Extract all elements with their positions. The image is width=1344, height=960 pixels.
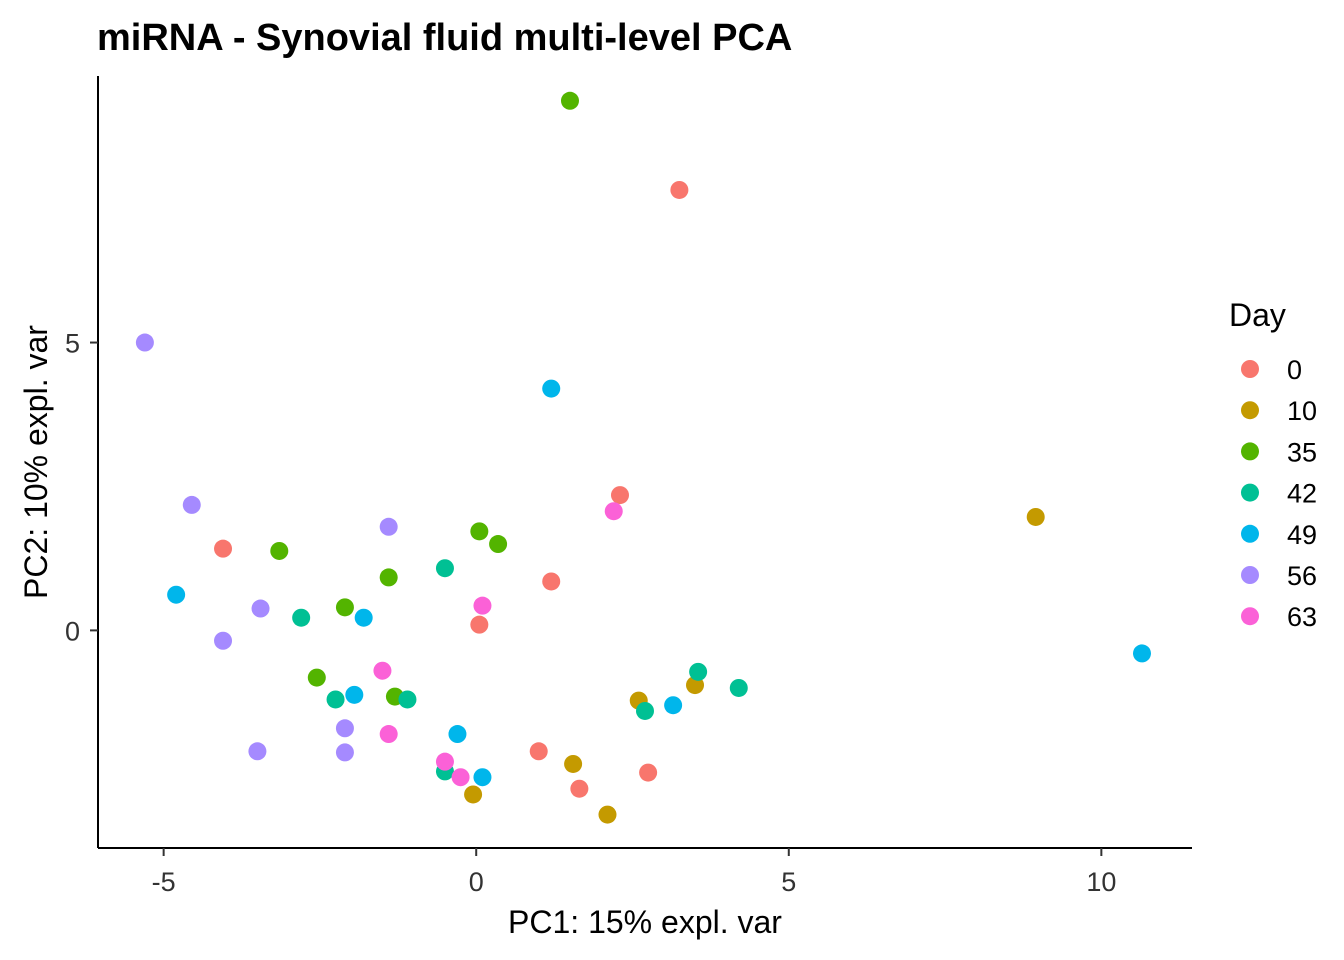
data-point-day-42 [326, 690, 345, 709]
data-point-day-56 [248, 742, 267, 761]
data-point-day-0 [639, 763, 658, 782]
data-point-day-10 [1026, 507, 1045, 526]
data-point-day-10 [464, 785, 483, 804]
legend-key-day-49 [1241, 524, 1259, 543]
data-point-day-56 [251, 599, 270, 618]
data-point-day-56 [182, 495, 201, 514]
data-point-day-42 [689, 662, 708, 681]
data-point-day-42 [729, 678, 748, 697]
data-point-day-0 [670, 180, 689, 199]
data-point-day-35 [489, 535, 508, 554]
data-point-day-0 [570, 779, 589, 798]
data-point-day-63 [604, 502, 623, 521]
data-point-day-0 [470, 615, 489, 634]
data-point-day-35 [560, 91, 579, 110]
data-point-day-35 [379, 568, 398, 587]
data-point-day-49 [345, 685, 364, 704]
y-tick-label: 0 [65, 616, 80, 646]
data-point-day-42 [636, 701, 654, 720]
data-point-day-35 [307, 668, 326, 687]
legend-key-day-35 [1241, 442, 1259, 461]
legend-label-day-10: 10 [1287, 396, 1317, 426]
x-tick-label: -5 [152, 867, 176, 897]
legend-key-day-0 [1241, 360, 1259, 378]
data-point-day-42 [398, 690, 417, 709]
points-layer [135, 91, 1151, 824]
data-point-day-49 [542, 379, 561, 398]
x-tick-label: 0 [469, 867, 484, 897]
legend-label-day-63: 63 [1287, 602, 1317, 632]
data-point-day-56 [335, 719, 354, 738]
x-tick-label: 5 [781, 867, 796, 897]
data-point-day-49 [448, 725, 467, 744]
data-point-day-0 [214, 539, 233, 558]
y-tick-label: 5 [65, 329, 80, 359]
data-point-day-56 [379, 517, 398, 536]
legend-key-day-42 [1241, 483, 1259, 502]
legend-label-day-0: 0 [1287, 355, 1302, 385]
data-point-day-35 [335, 598, 354, 617]
chart-title: miRNA - Synovial fluid multi-level PCA [97, 17, 792, 59]
data-point-day-49 [1132, 644, 1151, 663]
legend-label-day-42: 42 [1287, 479, 1317, 509]
data-point-day-42 [435, 559, 454, 578]
data-point-day-63 [379, 725, 398, 744]
data-point-day-0 [610, 486, 629, 505]
legend: Day 0 10 35 42 49 56 63 [1229, 297, 1317, 632]
legend-items: 0 10 35 42 49 56 63 [1241, 355, 1317, 632]
data-point-day-10 [598, 805, 617, 824]
data-point-day-63 [451, 768, 470, 787]
data-point-day-42 [292, 608, 311, 627]
legend-key-day-56 [1241, 566, 1259, 584]
data-point-day-0 [529, 742, 548, 761]
data-point-day-56 [135, 333, 154, 352]
data-point-day-0 [542, 572, 561, 591]
x-axis-title: PC1: 15% expl. var [508, 904, 782, 940]
ticks-layer: -5 0 5 10 0 5 [65, 329, 1116, 897]
data-point-day-56 [214, 631, 233, 650]
data-point-day-49 [664, 696, 683, 715]
data-point-day-49 [167, 585, 186, 604]
data-point-day-49 [354, 608, 373, 627]
y-axis-title: PC2: 10% expl. var [18, 325, 54, 599]
data-point-day-35 [270, 541, 289, 560]
legend-label-day-56: 56 [1287, 561, 1317, 591]
x-tick-label: 10 [1086, 867, 1116, 897]
data-point-day-49 [473, 768, 492, 787]
legend-key-day-63 [1241, 607, 1259, 626]
legend-key-day-10 [1241, 401, 1259, 420]
data-point-day-63 [373, 661, 392, 680]
data-point-day-63 [473, 596, 492, 615]
legend-label-day-35: 35 [1287, 437, 1317, 467]
data-point-day-10 [564, 754, 583, 773]
data-point-day-56 [335, 743, 354, 762]
data-point-day-35 [470, 522, 489, 541]
data-point-day-63 [435, 752, 454, 771]
legend-title: Day [1229, 297, 1286, 333]
legend-label-day-49: 49 [1287, 520, 1317, 550]
